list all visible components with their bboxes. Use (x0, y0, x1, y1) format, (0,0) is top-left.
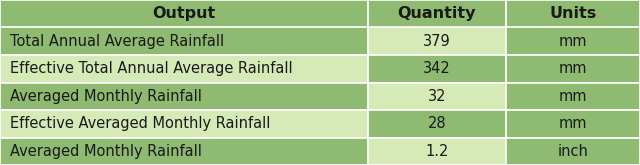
Bar (368, 82, 506, 110)
Bar (368, 0, 506, 28)
Bar (368, 55, 506, 82)
Bar (0, 55, 368, 82)
Bar (0, 0, 368, 28)
Bar (0, 28, 368, 55)
Text: inch: inch (557, 144, 588, 159)
Bar (0, 82, 368, 110)
Bar (506, 110, 640, 137)
Text: Quantity: Quantity (397, 6, 476, 21)
Bar (368, 137, 506, 165)
Bar (368, 28, 506, 55)
Text: mm: mm (559, 116, 587, 131)
Text: Output: Output (152, 6, 216, 21)
Text: Averaged Monthly Rainfall: Averaged Monthly Rainfall (10, 144, 202, 159)
Text: Effective Averaged Monthly Rainfall: Effective Averaged Monthly Rainfall (10, 116, 270, 131)
Bar (506, 28, 640, 55)
Text: Total Annual Average Rainfall: Total Annual Average Rainfall (10, 34, 224, 49)
Text: 32: 32 (428, 89, 446, 104)
Text: mm: mm (559, 34, 587, 49)
Text: Effective Total Annual Average Rainfall: Effective Total Annual Average Rainfall (10, 61, 292, 76)
Text: mm: mm (559, 61, 587, 76)
Text: 1.2: 1.2 (425, 144, 449, 159)
Text: Units: Units (549, 6, 596, 21)
Bar (506, 137, 640, 165)
Text: mm: mm (559, 89, 587, 104)
Bar (506, 55, 640, 82)
Bar (0, 110, 368, 137)
Bar (506, 0, 640, 28)
Text: 28: 28 (428, 116, 446, 131)
Bar (0, 137, 368, 165)
Bar (368, 110, 506, 137)
Text: Averaged Monthly Rainfall: Averaged Monthly Rainfall (10, 89, 202, 104)
Bar (506, 82, 640, 110)
Text: 342: 342 (423, 61, 451, 76)
Text: 379: 379 (423, 34, 451, 49)
